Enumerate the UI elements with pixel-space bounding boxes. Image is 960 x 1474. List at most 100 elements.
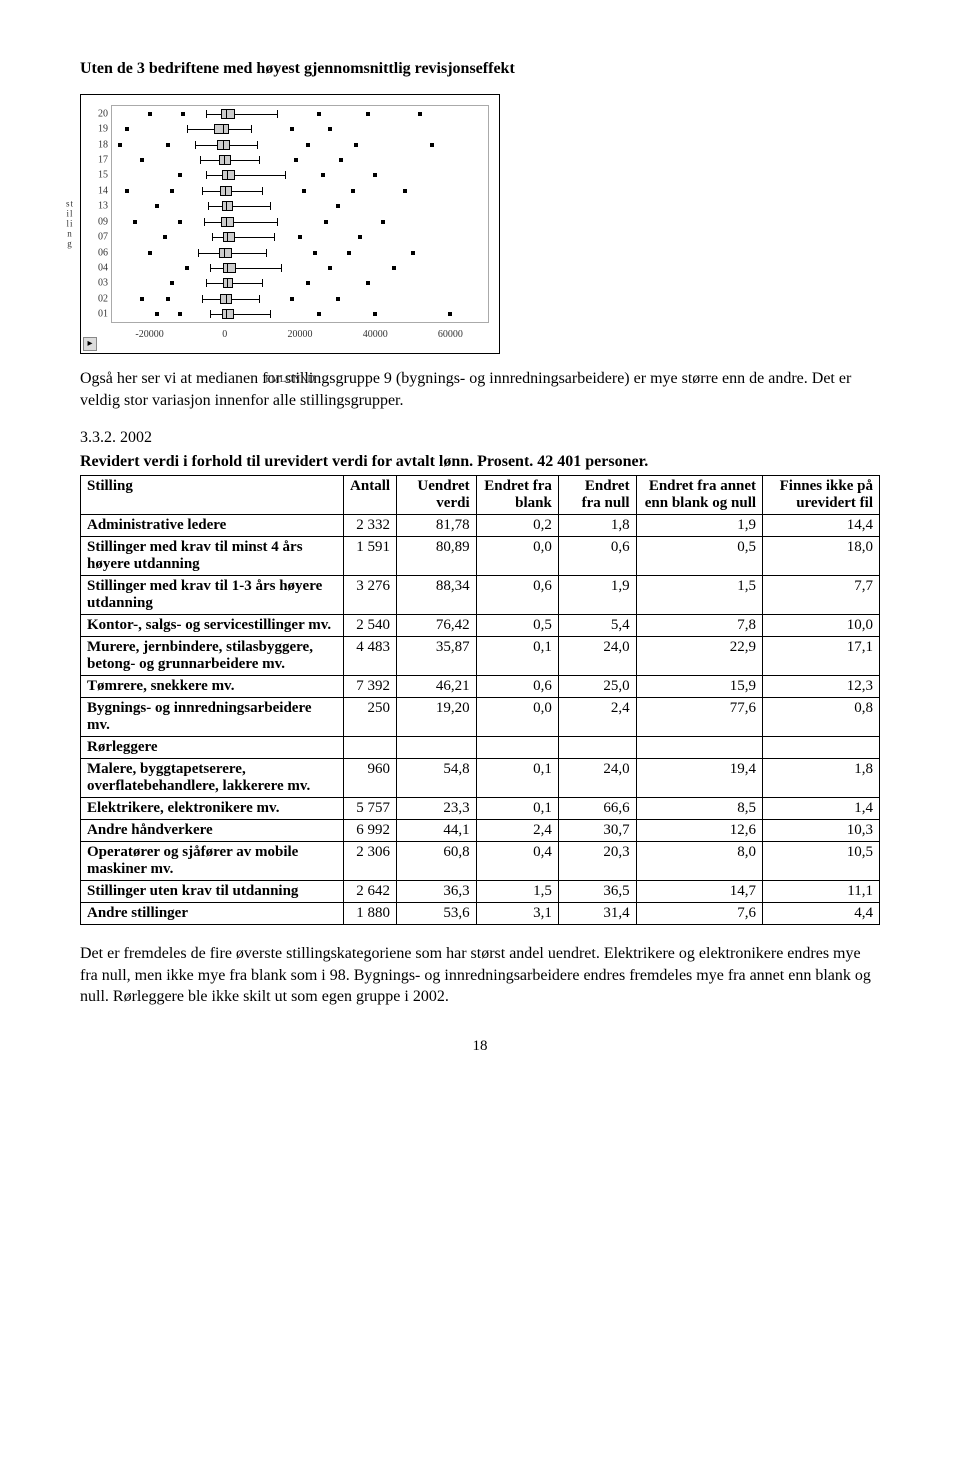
table-cell: 24,0 [558,637,636,676]
table-header: Uendret verdi [397,476,477,515]
table-cell: Andre stillinger [81,903,344,925]
table-cell: 80,89 [397,537,477,576]
table-cell: 20,3 [558,842,636,881]
data-table: StillingAntallUendret verdiEndret fra bl… [80,475,880,925]
x-tick: -20000 [135,329,163,340]
y-axis-label: stilling [65,199,75,248]
table-cell: 1,5 [476,881,558,903]
table-cell: 5 757 [344,798,397,820]
table-cell [763,737,880,759]
table-cell: 30,7 [558,820,636,842]
table-cell: 2 306 [344,842,397,881]
table-cell: 60,8 [397,842,477,881]
y-tick: 13 [84,201,108,212]
table-cell: 1 591 [344,537,397,576]
x-axis-label: FMLONND [265,374,314,385]
table-cell: 1,5 [636,576,762,615]
table-row: Andre stillinger1 88053,63,131,47,64,4 [81,903,880,925]
table-cell: 1,9 [558,576,636,615]
table-cell: 77,6 [636,698,762,737]
table-cell: 4,4 [763,903,880,925]
table-cell: 5,4 [558,615,636,637]
table-cell: 3 276 [344,576,397,615]
table-row: Stillinger med krav til 1-3 års høyere u… [81,576,880,615]
table-cell: 54,8 [397,759,477,798]
table-cell: 88,34 [397,576,477,615]
table-header: Endret fra blank [476,476,558,515]
table-cell: 960 [344,759,397,798]
table-cell: 14,7 [636,881,762,903]
y-tick: 06 [84,247,108,258]
table-cell: 0,6 [476,576,558,615]
boxplot-row [112,237,488,238]
table-cell: 0,1 [476,798,558,820]
table-cell: 81,78 [397,515,477,537]
table-cell: 24,0 [558,759,636,798]
table-cell: 19,4 [636,759,762,798]
table-cell: 10,0 [763,615,880,637]
boxplot-row [112,222,488,223]
table-row: Andre håndverkere6 99244,12,430,712,610,… [81,820,880,842]
table-cell: 1,8 [763,759,880,798]
boxplot-row [112,160,488,161]
table-row: Stillinger med krav til minst 4 års høye… [81,537,880,576]
table-cell: 1,9 [636,515,762,537]
boxplot-row [112,129,488,130]
table-cell: 0,6 [558,537,636,576]
table-cell: 8,0 [636,842,762,881]
table-cell: 25,0 [558,676,636,698]
table-cell: 8,5 [636,798,762,820]
section-number: 3.3.2. 2002 [80,429,880,447]
table-cell: 4 483 [344,637,397,676]
table-cell: 46,21 [397,676,477,698]
y-tick: 04 [84,263,108,274]
table-cell: 36,5 [558,881,636,903]
table-cell: 0,2 [476,515,558,537]
table-cell [476,737,558,759]
table-cell: Stillinger uten krav til utdanning [81,881,344,903]
table-cell: 2 332 [344,515,397,537]
table-cell: 14,4 [763,515,880,537]
boxplot-row [112,314,488,315]
table-cell: Operatører og sjåfører av mobile maskine… [81,842,344,881]
table-cell: 36,3 [397,881,477,903]
table-cell: 1,4 [763,798,880,820]
table-cell [344,737,397,759]
table-cell: 19,20 [397,698,477,737]
boxplot-row [112,145,488,146]
table-cell: Elektrikere, elektronikere mv. [81,798,344,820]
table-cell: 0,4 [476,842,558,881]
table-cell: Malere, byggtapetserere, overflatebehand… [81,759,344,798]
table-row: Administrative ledere2 33281,780,21,81,9… [81,515,880,537]
y-tick: 14 [84,185,108,196]
table-cell: 12,6 [636,820,762,842]
table-cell: 7,7 [763,576,880,615]
table-cell: 0,8 [763,698,880,737]
table-cell: 2 642 [344,881,397,903]
table-cell: 0,1 [476,759,558,798]
table-cell: 2,4 [558,698,636,737]
table-cell: 10,5 [763,842,880,881]
table-row: Murere, jernbindere, stilasbyggere, beto… [81,637,880,676]
table-cell: 2,4 [476,820,558,842]
table-cell: 0,1 [476,637,558,676]
scroll-right-icon: ▸ [83,337,97,351]
table-cell: Kontor-, salgs- og servicestillinger mv. [81,615,344,637]
table-cell: 0,5 [636,537,762,576]
table-cell: 7 392 [344,676,397,698]
table-cell: 7,6 [636,903,762,925]
table-cell: 10,3 [763,820,880,842]
table-header: Endret fra null [558,476,636,515]
table-cell: 3,1 [476,903,558,925]
y-tick: 19 [84,124,108,135]
table-cell: 66,6 [558,798,636,820]
table-cell: 0,6 [476,676,558,698]
y-tick: 20 [84,108,108,119]
x-tick: 40000 [363,329,388,340]
table-cell: 17,1 [763,637,880,676]
table-cell: Stillinger med krav til minst 4 års høye… [81,537,344,576]
boxplot-row [112,114,488,115]
table-cell: 0,0 [476,698,558,737]
table-cell: 35,87 [397,637,477,676]
table-cell: Administrative ledere [81,515,344,537]
